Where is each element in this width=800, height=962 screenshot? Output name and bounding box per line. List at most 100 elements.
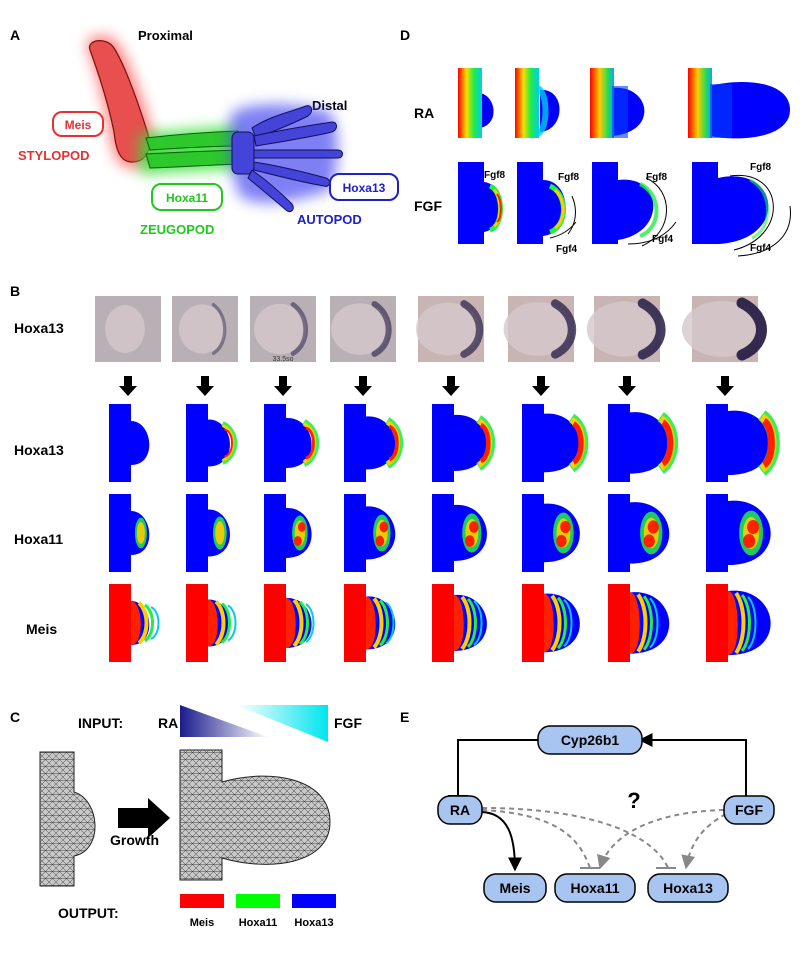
- edge-cyp-inhibits-ra: [457, 739, 540, 796]
- grown-mesh: [179, 749, 331, 881]
- sim-hoxa11-2: [186, 494, 230, 572]
- sim-hoxa11-3: [264, 494, 312, 572]
- sim-meis-3: [264, 584, 315, 662]
- sim-hoxa13-6: [522, 404, 589, 482]
- distal-label: Distal: [312, 98, 347, 113]
- sim-hoxa11-4: [344, 494, 396, 572]
- sim-hoxa11-5: [432, 494, 487, 572]
- output-label-hoxa11: Hoxa11: [239, 917, 278, 929]
- meis-box-label: Meis: [65, 118, 92, 132]
- node-ra-label: RA: [450, 802, 470, 818]
- sim-row-hoxa11: [109, 494, 771, 572]
- photo-caption: 33.5so: [272, 356, 293, 363]
- row-photo-label: Hoxa13: [14, 320, 64, 336]
- growth-arrow: [118, 798, 170, 838]
- ra-sim-4: [688, 68, 790, 139]
- panel-e-letter: E: [400, 709, 409, 725]
- hoxa13-box-label: Hoxa13: [343, 181, 386, 195]
- node-cyp26b1: [537, 725, 643, 755]
- row-meis-label: Meis: [26, 621, 57, 637]
- input-fgf-label: FGF: [334, 715, 362, 731]
- row-hoxa11-label: Hoxa11: [14, 531, 63, 547]
- sim-row-hoxa13: [109, 404, 780, 482]
- edge-fgf-to-hoxa13: [681, 813, 727, 870]
- edge-ra-inhibits-hoxa11: [481, 809, 591, 869]
- hoxa11-box-label: Hoxa11: [166, 191, 208, 205]
- sim-meis-1: [109, 584, 160, 662]
- node-ra: [437, 795, 483, 825]
- ra-sim-1: [458, 68, 494, 138]
- sim-meis-4: [344, 584, 396, 662]
- sim-hoxa13-5: [432, 404, 496, 482]
- panel-a-letter: A: [10, 27, 20, 43]
- zeugopod-label: ZEUGOPOD: [140, 222, 214, 237]
- sim-hoxa13-3: [264, 404, 320, 482]
- node-hoxa13: [647, 873, 729, 903]
- in-situ-photo-2: [172, 296, 238, 362]
- node-hoxa11: [554, 873, 636, 903]
- ra-sim-2: [515, 68, 560, 138]
- input-label: INPUT:: [78, 715, 123, 731]
- node-fgf-label: FGF: [735, 802, 763, 818]
- node-cyp26b1-label: Cyp26b1: [561, 732, 620, 748]
- sim-meis-2: [186, 584, 237, 662]
- hoxa13-box: [329, 173, 399, 201]
- sim-meis-7: [608, 584, 670, 662]
- down-arrow-icon: [119, 376, 137, 396]
- hoxa11-box: [151, 183, 223, 211]
- sim-hoxa13-7: [608, 404, 678, 482]
- fgf8-label-3: Fgf8: [646, 172, 668, 183]
- zeugopod-bones: [140, 126, 242, 174]
- in-situ-photo-8: [682, 296, 767, 362]
- panel-c-letter: C: [10, 709, 20, 725]
- fgf8-label-2: Fgf8: [558, 172, 580, 183]
- panel-d-letter: D: [400, 27, 410, 43]
- panel-d: D RA FGF F: [400, 27, 791, 257]
- down-arrow-icon: [196, 376, 214, 396]
- row-hoxa13-label: Hoxa13: [14, 442, 64, 458]
- initial-mesh: [39, 751, 96, 887]
- input-ra-label: RA: [158, 715, 178, 731]
- output-swatch-meis: [180, 894, 224, 908]
- sim-hoxa11-8: [706, 494, 771, 572]
- panel-c: C INPUT: RA FGF Growth OUTPUT: Meis Hoxa…: [10, 705, 362, 929]
- panel-b-letter: B: [10, 283, 20, 299]
- down-arrow-icon: [354, 376, 372, 396]
- fgf4-label-3: Fgf4: [652, 234, 674, 245]
- in-situ-photo-6: [503, 296, 577, 362]
- sim-hoxa11-6: [522, 494, 580, 572]
- sim-hoxa13-8: [706, 404, 780, 482]
- growth-label: Growth: [110, 832, 159, 848]
- sim-meis-5: [432, 584, 487, 662]
- question-mark: ?: [627, 788, 640, 813]
- arrow-row: [119, 376, 734, 396]
- node-hoxa11-label: Hoxa11: [570, 880, 619, 896]
- in-situ-photo-1: [95, 296, 161, 362]
- in-situ-photo-row: [95, 296, 767, 362]
- fgf4-label-4: Fgf4: [750, 243, 772, 254]
- edge-ra-to-meis: [479, 811, 522, 872]
- output-swatch-hoxa11: [236, 894, 280, 908]
- fgf-gradient-wedge: [236, 705, 328, 742]
- fgf-sim-3: Fgf8 Fgf4: [592, 162, 677, 247]
- sim-hoxa13-2: [186, 404, 238, 482]
- output-label: OUTPUT:: [58, 905, 119, 921]
- stylopod-label: STYLOPOD: [18, 148, 90, 163]
- proximal-label: Proximal: [138, 28, 193, 43]
- panel-e: E ? Cyp26b1 RA FGF Meis Hoxa11 Hoxa13: [400, 709, 775, 903]
- output-label-hoxa13: Hoxa13: [294, 917, 333, 929]
- row-fgf-label: FGF: [414, 198, 442, 214]
- panel-b: B Hoxa13 Hoxa13 Hoxa11 Meis 33.5so: [10, 283, 780, 662]
- down-arrow-icon: [274, 376, 292, 396]
- fgf8-label-1: Fgf8: [484, 170, 506, 181]
- sim-meis-6: [522, 584, 580, 662]
- ra-sim-3: [590, 68, 645, 138]
- in-situ-photo-5: [416, 296, 484, 362]
- meis-box: [52, 111, 104, 137]
- fgf-sim-4: Fgf8 Fgf4: [692, 162, 791, 257]
- edge-fgf-to-cyp: [638, 733, 747, 806]
- node-fgf: [723, 795, 775, 825]
- in-situ-photo-3: [250, 296, 316, 362]
- fgf8-label-4: Fgf8: [750, 162, 772, 173]
